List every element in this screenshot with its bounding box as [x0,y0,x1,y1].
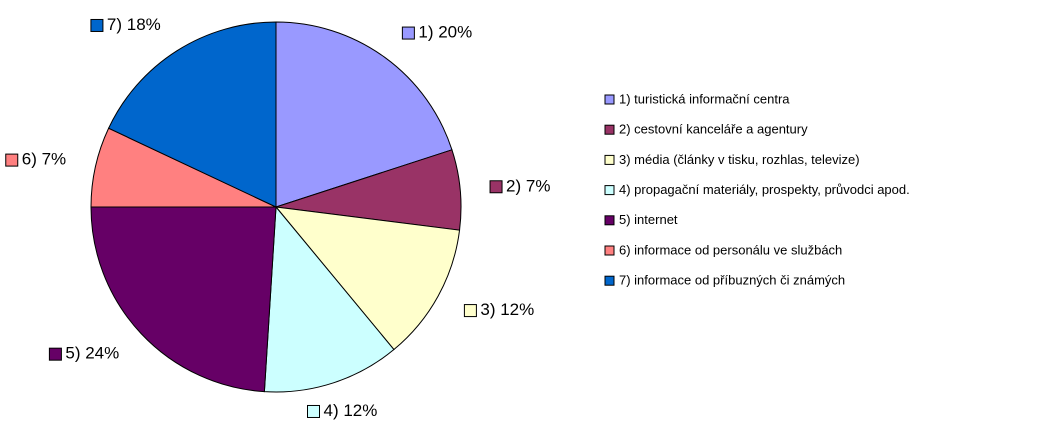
label-swatch [401,26,415,40]
data-label: 7) 18% [107,15,161,34]
legend-label: 7) informace od příbuzných či známých [619,273,845,288]
data-label: 6) 7% [22,150,66,169]
label-swatch [489,180,503,194]
label-swatch [90,18,104,32]
label-swatch [48,347,62,361]
pie-slice [275,21,453,208]
legend-swatch [604,275,615,286]
data-label: 1) 20% [418,23,472,42]
legend-label: 2) cestovní kanceláře a agentury [619,122,808,137]
legend-swatch [604,215,615,226]
legend-swatch [604,124,615,135]
pie-slice [263,205,395,393]
data-label: 4) 12% [324,401,378,420]
legend-swatch [604,245,615,256]
label-swatch [5,153,19,167]
pie-slice [107,21,277,208]
legend-swatch [604,154,615,165]
pie-slice [90,206,277,393]
legend-swatch [604,185,615,196]
label-swatch [463,304,477,318]
data-label: 5) 24% [65,344,119,363]
legend-swatch [604,94,615,105]
legend-label: 1) turistická informační centra [619,91,790,106]
label-swatch [307,404,321,418]
legend-label: 4) propagační materiály, prospekty, prův… [619,182,910,197]
legend-label: 3) média (články v tisku, rozhlas, telev… [619,152,860,167]
legend-label: 6) informace od personálu ve službách [619,242,842,257]
data-label: 2) 7% [506,176,550,195]
legend-label: 5) internet [619,212,678,227]
data-label: 3) 12% [480,300,534,319]
pie-slice [274,206,461,351]
